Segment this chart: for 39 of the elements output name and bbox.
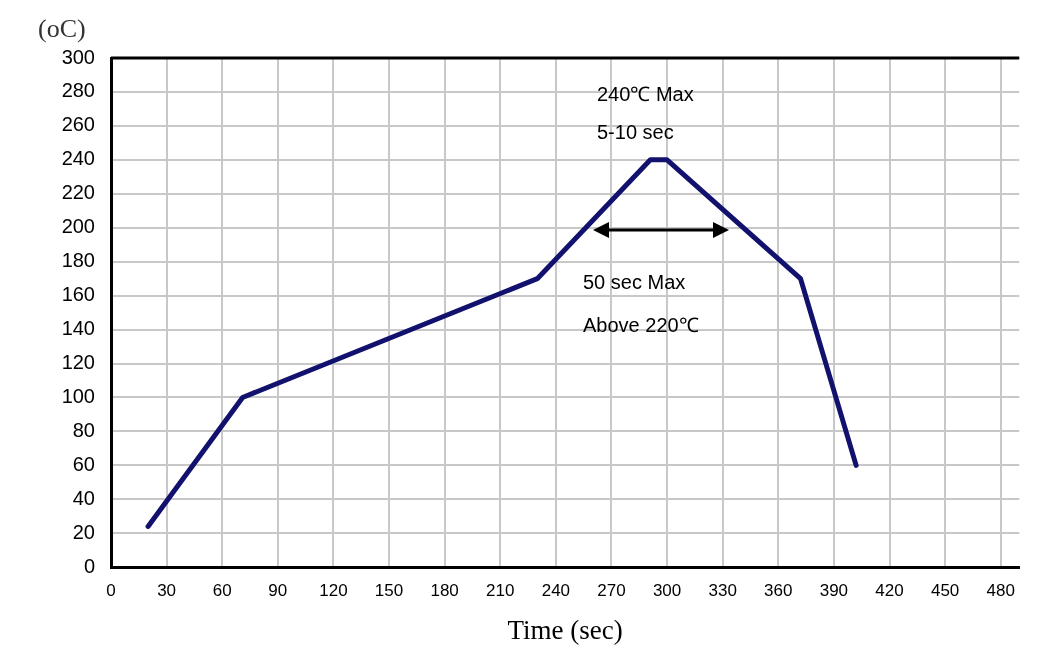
y-tick-label: 40 [72, 486, 95, 509]
y-tick-label: 0 [83, 554, 95, 577]
y-tick-label: 300 [61, 45, 95, 68]
x-tick-label: 150 [374, 581, 404, 601]
x-tick-label: 450 [930, 581, 960, 601]
x-tick-label: 300 [652, 581, 682, 601]
x-tick-label: 480 [986, 581, 1015, 601]
x-tick-label: 180 [430, 581, 459, 601]
y-tick-label: 80 [72, 418, 95, 441]
x-axis-title: Time (sec) [507, 614, 623, 645]
x-tick-label: 420 [875, 581, 904, 601]
y-tick-label: 280 [61, 79, 95, 102]
x-tick-label: 120 [319, 581, 348, 601]
y-tick-label: 20 [72, 520, 95, 543]
x-tick-label: 360 [764, 581, 793, 601]
x-tick-label: 30 [157, 581, 177, 601]
y-tick-label: 200 [61, 215, 95, 238]
x-tick-label: 0 [106, 581, 116, 601]
y-tick-label: 60 [72, 452, 95, 475]
x-tick-label: 90 [268, 581, 288, 601]
annotation: 240℃ Max [597, 82, 694, 107]
x-tick-label: 390 [819, 581, 849, 601]
y-tick-label: 100 [61, 384, 95, 407]
y-axis-title: (oC) [38, 14, 86, 44]
y-tick-label: 240 [61, 147, 95, 170]
y-tick-label: 160 [61, 283, 95, 306]
y-tick-label: 220 [61, 181, 95, 204]
annotation: 50 sec Max [583, 271, 686, 294]
y-tick-label: 120 [61, 351, 95, 374]
annotation: Above 220℃ [583, 313, 699, 338]
annotation: 5-10 sec [597, 121, 674, 144]
y-tick-label: 260 [61, 113, 95, 136]
x-tick-label: 210 [486, 581, 515, 601]
x-tick-label: 60 [212, 581, 232, 601]
x-tick-label: 240 [541, 581, 571, 601]
y-tick-label: 140 [61, 317, 95, 340]
x-tick-label: 270 [597, 581, 626, 601]
x-tick-label: 330 [708, 581, 737, 601]
y-tick-label: 180 [61, 249, 95, 272]
